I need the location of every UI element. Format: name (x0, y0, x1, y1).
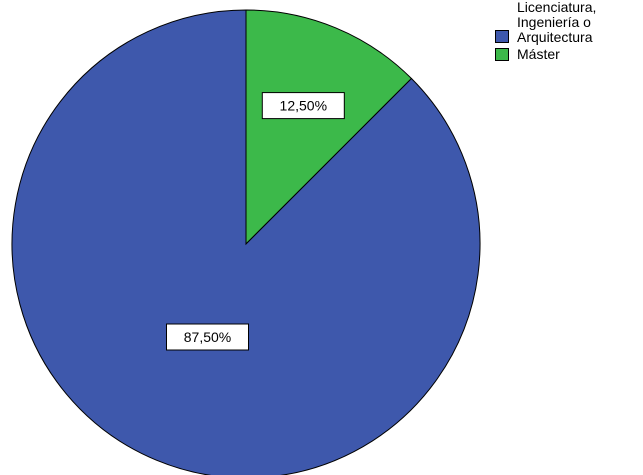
slice-label-text: 87,50% (184, 329, 231, 345)
slice-label-text: 12,50% (280, 98, 327, 114)
slice-label-licenciatura: 87,50% (167, 324, 249, 350)
legend-swatch-licenciatura (495, 30, 509, 43)
pie-slice-licenciatura (12, 10, 480, 475)
legend: Licenciatura, Ingeniería o Arquitectura … (495, 0, 596, 62)
legend-entry-licenciatura: Licenciatura, Ingeniería o Arquitectura (495, 0, 596, 45)
pie-slices (12, 10, 480, 475)
legend-label-master: Máster (517, 47, 596, 62)
legend-label-licenciatura: Licenciatura, Ingeniería o Arquitectura (517, 0, 596, 45)
slice-label-master: 12,50% (262, 93, 344, 119)
legend-swatch-master (495, 48, 509, 61)
legend-entry-master: Máster (495, 47, 596, 62)
